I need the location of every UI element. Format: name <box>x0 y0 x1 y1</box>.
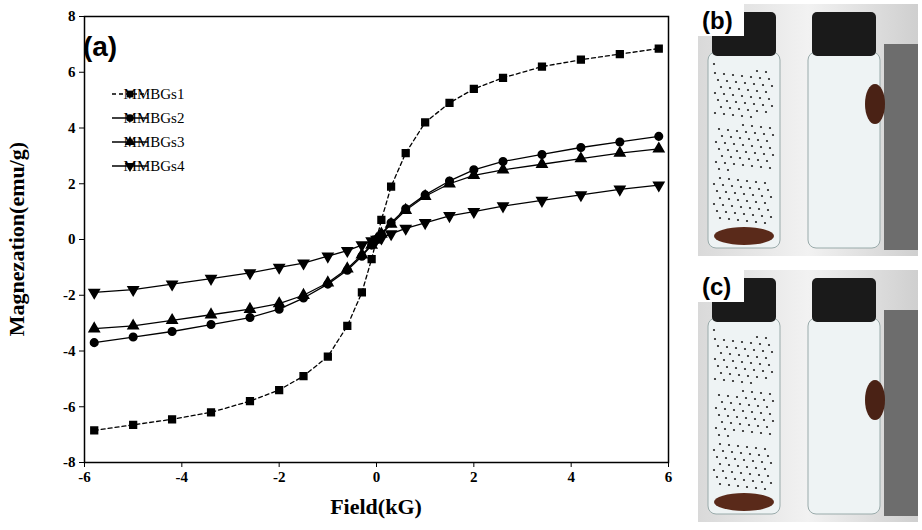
svg-text:MMBGs3: MMBGs3 <box>124 134 185 150</box>
svg-text:2: 2 <box>470 469 478 485</box>
svg-text:-6: -6 <box>78 469 91 485</box>
svg-text:6: 6 <box>665 469 673 485</box>
svg-text:4: 4 <box>567 469 575 485</box>
svg-text:-8: -8 <box>63 454 76 470</box>
svg-text:-4: -4 <box>176 469 189 485</box>
svg-text:-2: -2 <box>63 287 76 303</box>
svg-text:-4: -4 <box>63 343 76 359</box>
svg-text:0: 0 <box>373 469 381 485</box>
svg-text:(b): (b) <box>702 7 733 34</box>
svg-text:MMBGs2: MMBGs2 <box>124 110 185 126</box>
svg-text:-6: -6 <box>63 399 76 415</box>
svg-text:-2: -2 <box>273 469 286 485</box>
svg-text:Magnezation(emu/g): Magnezation(emu/g) <box>4 142 29 336</box>
svg-text:(a): (a) <box>83 31 117 62</box>
svg-text:(c): (c) <box>702 273 731 300</box>
svg-text:0: 0 <box>68 231 76 247</box>
svg-text:8: 8 <box>68 8 76 24</box>
svg-text:4: 4 <box>68 120 76 136</box>
svg-text:Field(kG): Field(kG) <box>330 494 422 519</box>
svg-text:MMBGs4: MMBGs4 <box>124 158 185 174</box>
svg-text:MMBGs1: MMBGs1 <box>124 86 185 102</box>
svg-text:6: 6 <box>68 64 76 80</box>
svg-text:2: 2 <box>68 176 76 192</box>
